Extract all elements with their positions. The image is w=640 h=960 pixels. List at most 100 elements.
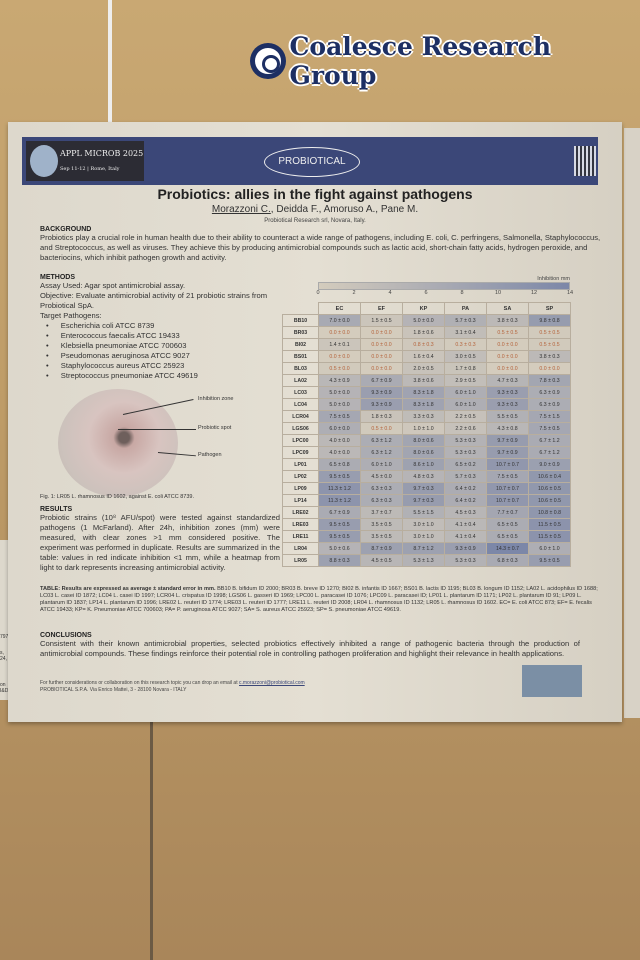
row-label: LCR04 — [282, 410, 319, 423]
table-cell: 4.5 ± 0.0 — [360, 470, 403, 483]
presenter: Morazzoni C. — [211, 204, 271, 215]
table-cell: 1.5 ± 0.5 — [360, 314, 403, 327]
table-cell: 9.5 ± 0.5 — [318, 530, 361, 543]
table-cell: 3.3 ± 0.3 — [402, 410, 445, 423]
column-header: SA — [486, 302, 529, 315]
table-cell: 11.5 ± 0.5 — [528, 518, 571, 531]
affiliation: Probiotical Research srl, Novara, Italy. — [264, 218, 366, 224]
column-header: EF — [360, 302, 403, 315]
leader-line — [118, 429, 196, 430]
table-cell: 1.4 ± 0.1 — [318, 338, 361, 351]
table-cell: 5.0 ± 0.0 — [318, 398, 361, 411]
coauthors: , Deidda F., Amoruso A., Pane M. — [270, 204, 419, 215]
list-item: Pseudomonas aeruginosa ATCC 9027 — [46, 351, 280, 361]
table-cell: 6.7 ± 1.2 — [528, 434, 571, 447]
neighbor-poster-right — [624, 128, 640, 718]
table-cell: 4.7 ± 0.3 — [486, 374, 529, 387]
table-row: LGS06 6.0 ± 0.0 0.5 ± 0.0 1.0 ± 1.0 2.2 ± 0.… — [282, 422, 571, 435]
table-cell: 9.3 ± 0.3 — [486, 398, 529, 411]
section-heading: METHODS — [40, 274, 75, 281]
table-cell: 6.5 ± 0.5 — [486, 530, 529, 543]
table-cell: 5.7 ± 0.3 — [444, 314, 487, 327]
conference-logo-icon — [30, 145, 58, 177]
table-cell: 6.3 ± 0.3 — [360, 494, 403, 507]
table-cell: 6.0 ± 1.0 — [444, 386, 487, 399]
table-cell: 6.0 ± 1.0 — [360, 458, 403, 471]
section-text: Probiotics play a crucial role in human … — [40, 233, 601, 262]
row-label: LPC00 — [282, 434, 319, 447]
row-label: LC04 — [282, 398, 319, 411]
table-cell: 4.3 ± 0.8 — [486, 422, 529, 435]
targets-label: Target Pathogens: — [40, 311, 102, 320]
row-label: LP14 — [282, 494, 319, 507]
table-cell: 10.7 ± 0.7 — [486, 458, 529, 471]
section-text: Probiotic strains (10⁸ AFU/spot) were te… — [40, 513, 280, 572]
row-label: LA02 — [282, 374, 319, 387]
table-cell: 0.0 ± 0.0 — [486, 350, 529, 363]
table-cell: 0.0 ± 0.0 — [360, 326, 403, 339]
table-cell: 0.5 ± 0.5 — [486, 326, 529, 339]
list-item: Enterococcus faecalis ATCC 19433 — [46, 331, 280, 341]
methods-section: METHODS Assay Used: Agar spot antimicrob… — [40, 274, 280, 381]
table-cell: 3.8 ± 0.6 — [402, 374, 445, 387]
table-cell: 9.3 ± 0.9 — [444, 542, 487, 555]
table-cell: 5.0 ± 0.0 — [318, 386, 361, 399]
scale-unit: Inhibition mm — [537, 276, 570, 282]
table-row: LR04 5.0 ± 0.6 8.7 ± 0.9 8.7 ± 1.2 9.3 ± 0.9… — [282, 542, 571, 555]
table-cell: 1.6 ± 0.4 — [402, 350, 445, 363]
targets-list: Escherichia coli ATCC 8739 Enterococcus … — [46, 321, 280, 381]
label-pathogen: Pathogen — [198, 452, 222, 458]
row-label: LP01 — [282, 458, 319, 471]
table-cell: 3.1 ± 0.4 — [444, 326, 487, 339]
table-cell: 2.0 ± 0.5 — [402, 362, 445, 375]
section-heading: BACKGROUND — [40, 226, 92, 233]
list-item: Escherichia coli ATCC 8739 — [46, 321, 280, 331]
table-cell: 9.7 ± 0.9 — [486, 434, 529, 447]
row-label: LRE11 — [282, 530, 319, 543]
row-label: BR03 — [282, 326, 319, 339]
table-cell: 1.8 ± 0.3 — [360, 410, 403, 423]
table-cell: 6.0 ± 1.0 — [528, 542, 571, 555]
label-inhibition-zone: Inhibition zone — [198, 396, 234, 402]
table-cell: 9.3 ± 0.9 — [360, 386, 403, 399]
email-link[interactable]: c.morazzoni@probiotical.com — [239, 680, 305, 686]
table-row: LP14 11.3 ± 1.2 6.3 ± 0.3 9.7 ± 0.3 6.4 ± 0.… — [282, 494, 571, 507]
row-label: LGS06 — [282, 422, 319, 435]
table-cell: 5.0 ± 0.6 — [318, 542, 361, 555]
table-cell: 5.3 ± 0.3 — [444, 434, 487, 447]
table-cell: 8.7 ± 0.9 — [360, 542, 403, 555]
table-cell: 7.7 ± 0.7 — [486, 506, 529, 519]
table-cell: 9.7 ± 0.3 — [402, 494, 445, 507]
caption-text: BB10 B. bifidum ID 2000; BR03 B. breve I… — [40, 586, 598, 613]
column-header: EC — [318, 302, 361, 315]
table-cell: 0.0 ± 0.0 — [360, 362, 403, 375]
table-cell: 7.5 ± 0.5 — [318, 410, 361, 423]
table-cell: 10.7 ± 0.7 — [486, 482, 529, 495]
table-cell: 5.5 ± 0.5 — [486, 410, 529, 423]
info-box — [522, 665, 582, 697]
table-cell: 3.0 ± 1.0 — [402, 518, 445, 531]
results-section: RESULTS Probiotic strains (10⁸ AFU/spot)… — [40, 506, 280, 573]
table-cell: 0.5 ± 0.0 — [360, 422, 403, 435]
table-cell: 0.5 ± 0.5 — [528, 326, 571, 339]
table-row: LR05 8.8 ± 0.3 4.5 ± 0.5 5.3 ± 1.3 5.3 ± 0.3… — [282, 554, 571, 567]
row-label: BS01 — [282, 350, 319, 363]
table-row: LRE02 6.7 ± 0.9 3.7 ± 0.7 5.5 ± 1.5 4.5 ± 0.… — [282, 506, 571, 519]
table-cell: 6.7 ± 0.9 — [318, 506, 361, 519]
row-label: BB10 — [282, 314, 319, 327]
table-cell: 4.0 ± 0.0 — [318, 446, 361, 459]
table-cell: 11.5 ± 0.5 — [528, 530, 571, 543]
table-cell: 6.8 ± 0.3 — [486, 554, 529, 567]
table-cell: 9.7 ± 0.9 — [486, 446, 529, 459]
scale-ticks: 0 2 4 6 8 10 12 14 — [316, 290, 573, 298]
scale-bar — [318, 282, 570, 290]
table-cell: 9.5 ± 0.5 — [528, 554, 571, 567]
scale-tick: 4 — [388, 290, 392, 296]
table-row: BS01 0.0 ± 0.0 0.0 ± 0.0 1.6 ± 0.4 3.0 ± 0.5… — [282, 350, 571, 363]
table-cell: 2.2 ± 0.5 — [444, 410, 487, 423]
table-cell: 9.7 ± 0.3 — [402, 482, 445, 495]
table-cell: 1.8 ± 0.6 — [402, 326, 445, 339]
background-section: BACKGROUND Probiotics play a crucial rol… — [40, 226, 612, 263]
table-row: LPC00 4.0 ± 0.0 6.3 ± 1.2 8.0 ± 0.6 5.3 ± 0.… — [282, 434, 571, 447]
table-cell: 0.8 ± 0.3 — [402, 338, 445, 351]
